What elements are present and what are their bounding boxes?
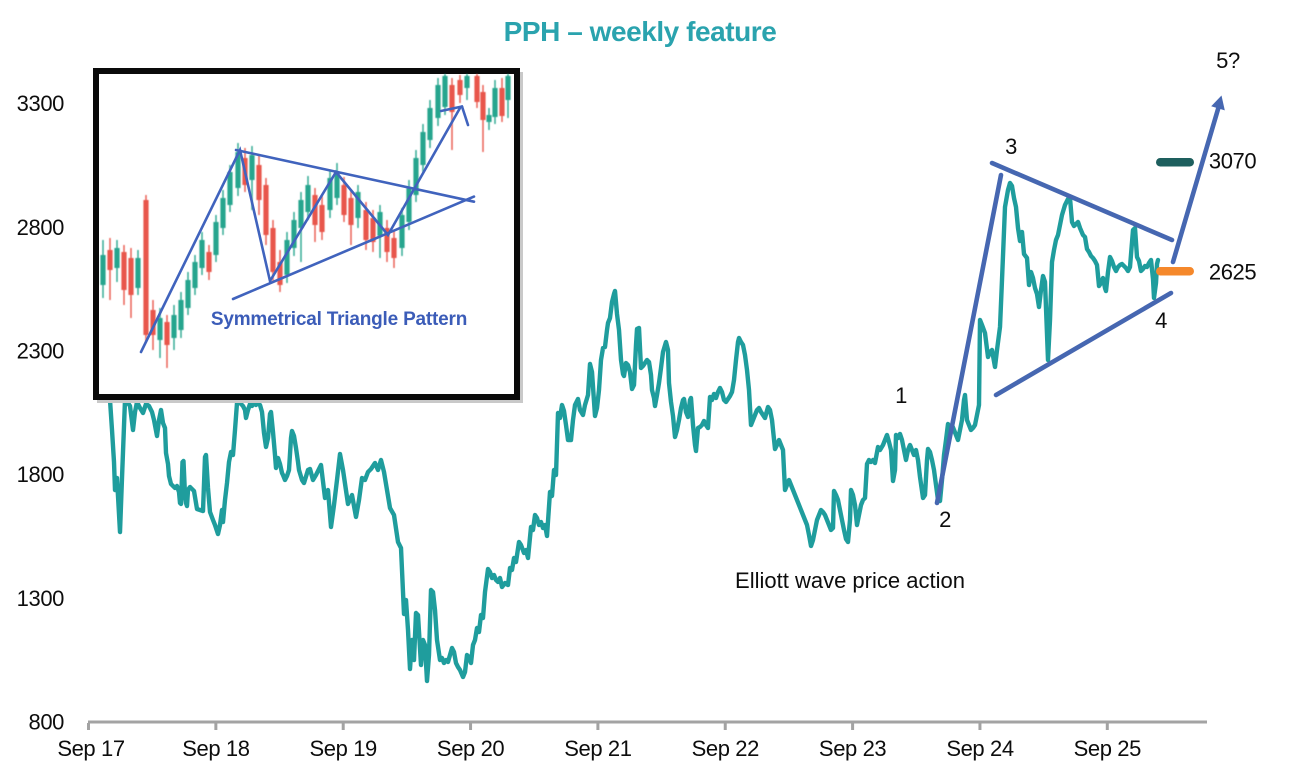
svg-text:3: 3 — [1005, 134, 1017, 159]
svg-text:1300: 1300 — [17, 586, 65, 611]
svg-text:Sep 17: Sep 17 — [57, 736, 124, 761]
svg-text:Sep 20: Sep 20 — [437, 736, 504, 761]
svg-text:1800: 1800 — [17, 462, 65, 487]
svg-text:2800: 2800 — [17, 215, 65, 240]
svg-text:Sep 22: Sep 22 — [692, 736, 759, 761]
svg-text:Elliott wave price action: Elliott wave price action — [735, 568, 965, 593]
svg-text:2625: 2625 — [1209, 260, 1257, 285]
svg-text:2: 2 — [939, 507, 951, 532]
svg-text:Sep 21: Sep 21 — [564, 736, 631, 761]
svg-text:Sep 24: Sep 24 — [946, 736, 1013, 761]
svg-text:3300: 3300 — [17, 91, 65, 116]
svg-text:Symmetrical Triangle Pattern: Symmetrical Triangle Pattern — [211, 309, 467, 330]
svg-text:Sep 25: Sep 25 — [1074, 736, 1141, 761]
svg-text:800: 800 — [28, 710, 64, 735]
svg-text:3070: 3070 — [1209, 149, 1257, 174]
svg-text:Sep 18: Sep 18 — [182, 736, 249, 761]
svg-text:PPH – weekly feature: PPH – weekly feature — [504, 16, 777, 47]
svg-text:2300: 2300 — [17, 339, 65, 364]
svg-text:4: 4 — [1155, 308, 1167, 333]
svg-text:Sep 23: Sep 23 — [819, 736, 886, 761]
svg-text:Sep 19: Sep 19 — [310, 736, 377, 761]
svg-text:1: 1 — [895, 383, 907, 408]
svg-text:5?: 5? — [1216, 48, 1240, 73]
